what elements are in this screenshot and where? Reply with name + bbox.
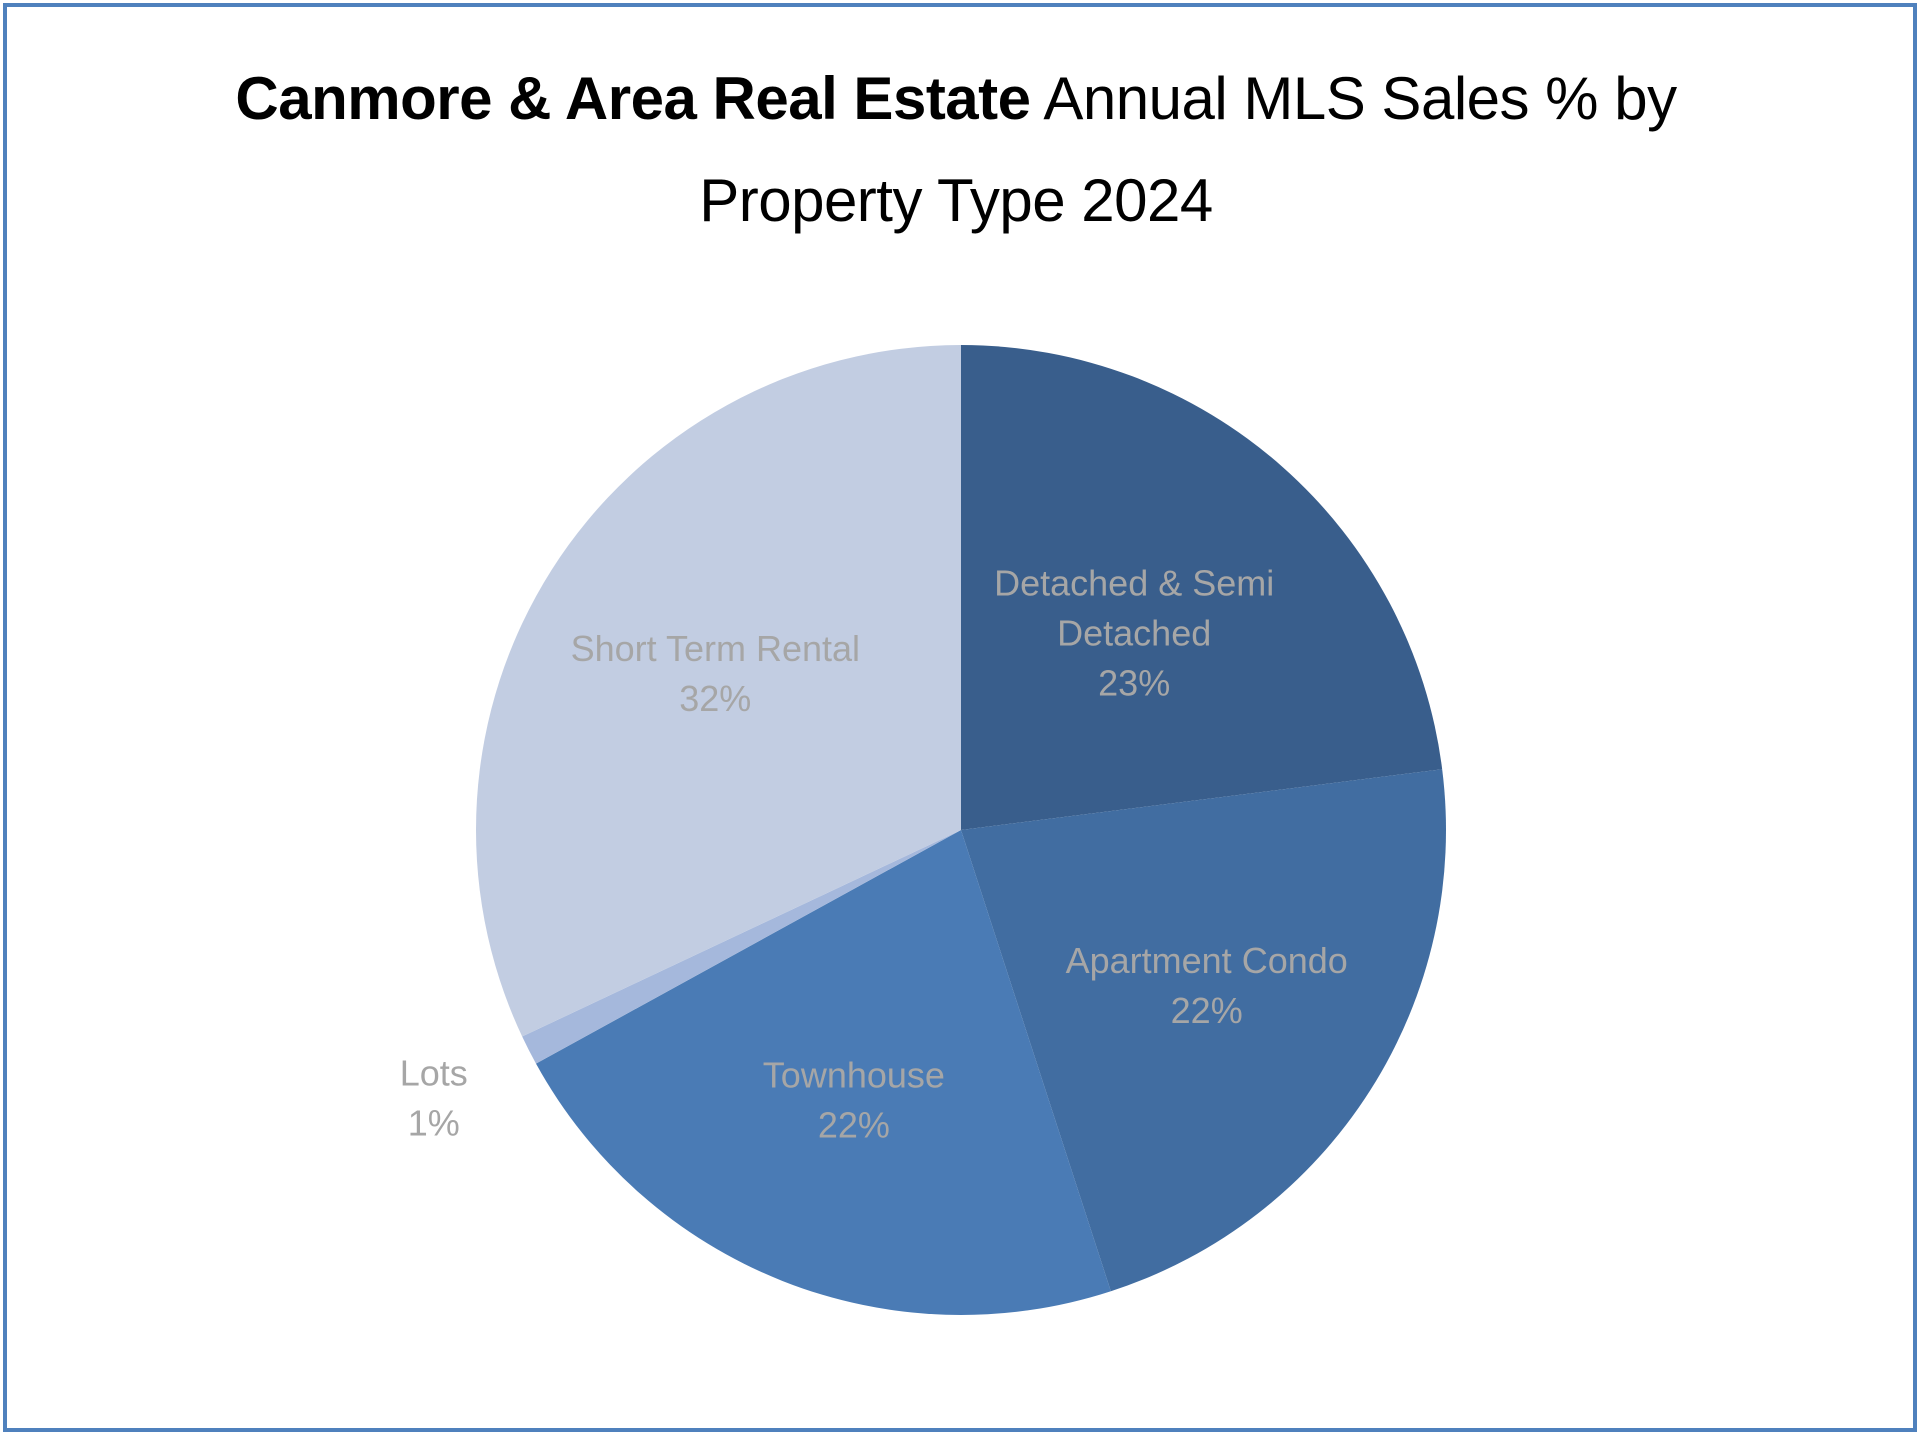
chart-title-rest: Annual MLS Sales % by — [1043, 65, 1677, 132]
pie-slices — [475, 345, 1447, 1316]
slice-category-label: Short Term Rental — [571, 628, 860, 669]
slice-category-label: Townhouse — [763, 1055, 945, 1096]
chart-title: Canmore & Area Real Estate Annual MLS Sa… — [0, 48, 1912, 252]
pie-labels: Detached & Semi Detached 23% Apartment Cond… — [400, 563, 1348, 1146]
chart-title-line-1: Canmore & Area Real Estate Annual MLS Sa… — [0, 48, 1912, 150]
slice-value-label: 32% — [679, 678, 751, 719]
pie-slice-detached-semi-detached — [961, 345, 1443, 830]
slice-category-label: Detached & Semi — [994, 563, 1274, 604]
pie-slice-lots — [522, 830, 961, 1064]
slice-label-detached-semi-detached: Detached & Semi Detached 23% — [994, 563, 1274, 704]
slice-value-label: 23% — [1098, 663, 1170, 704]
slice-category-label: Apartment Condo — [1066, 940, 1348, 981]
slice-label-lots: Lots 1% — [400, 1053, 468, 1144]
pie-slice-short-term-rental — [475, 345, 961, 1037]
slice-value-label: 22% — [818, 1105, 890, 1146]
slice-label-short-term-rental: Short Term Rental 32% — [571, 628, 860, 719]
slice-value-label: 22% — [1171, 990, 1243, 1031]
slice-label-apartment-condo: Apartment Condo 22% — [1066, 940, 1348, 1031]
slice-category-label: Detached — [1057, 613, 1211, 654]
slice-category-label: Lots — [400, 1053, 468, 1094]
chart-title-bold: Canmore & Area Real Estate — [235, 65, 1031, 132]
pie-slice-apartment-condo — [961, 769, 1447, 1292]
slice-value-label: 1% — [408, 1103, 460, 1144]
chart-title-line-2: Property Type 2024 — [699, 167, 1213, 234]
slice-label-townhouse: Townhouse 22% — [763, 1055, 945, 1146]
pie-slice-townhouse — [535, 830, 1111, 1316]
